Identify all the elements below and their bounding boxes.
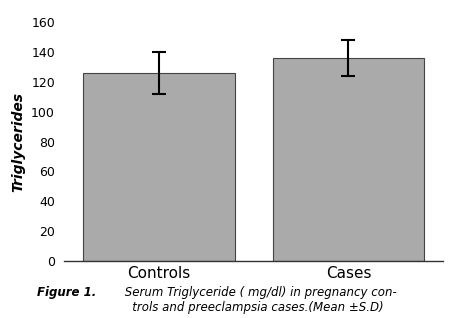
Text: Figure 1.: Figure 1.: [37, 286, 96, 299]
Y-axis label: Triglycerides: Triglycerides: [11, 92, 26, 191]
Bar: [272, 58, 424, 261]
Bar: [83, 73, 235, 261]
Text: Serum Triglyceride ( mg/dl) in pregnancy con-
   trols and preeclampsia cases.(M: Serum Triglyceride ( mg/dl) in pregnancy…: [121, 286, 397, 314]
